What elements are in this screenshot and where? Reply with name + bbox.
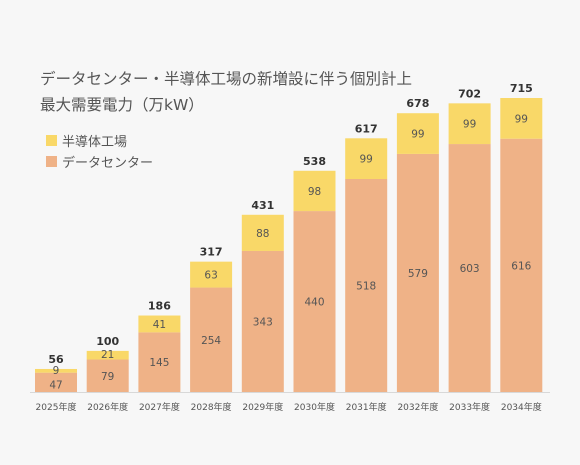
bar-datacenter-4 xyxy=(241,250,284,392)
legend-label-datacenter: データセンター xyxy=(62,156,154,171)
legend-item-datacenter: データセンター xyxy=(46,152,153,171)
bar-semiconductor-4 xyxy=(241,214,284,251)
label-total-5: 538 xyxy=(303,155,326,168)
bar-datacenter-5 xyxy=(293,211,336,392)
chart-title-line2: 最大需要電力（万kW） xyxy=(40,96,204,114)
label-total-2: 186 xyxy=(148,300,171,313)
bar-datacenter-2 xyxy=(138,332,181,392)
legend-label-semiconductor: 半導体工場 xyxy=(62,135,128,150)
x-tick-label-0: 2025年度 xyxy=(36,401,77,413)
bar-datacenter-6 xyxy=(345,179,388,392)
label-total-4: 431 xyxy=(251,199,274,212)
bar-datacenter-0 xyxy=(35,372,77,392)
legend-item-semiconductor: 半導体工場 xyxy=(46,131,127,150)
label-datacenter-1: 79 xyxy=(101,371,114,383)
label-datacenter-4: 343 xyxy=(253,316,273,328)
bar-semiconductor-8 xyxy=(448,103,491,145)
chart-title-line1: データセンター・半導体工場の新増設に伴う個別計上 xyxy=(40,70,413,88)
label-semiconductor-4: 88 xyxy=(256,228,269,240)
x-tick-label-1: 2026年度 xyxy=(87,401,128,413)
label-datacenter-7: 579 xyxy=(408,268,428,280)
x-tick-label-8: 2033年度 xyxy=(449,401,490,413)
label-semiconductor-8: 99 xyxy=(463,119,476,131)
bar-semiconductor-7 xyxy=(396,113,439,154)
bar-semiconductor-3 xyxy=(190,261,233,288)
x-tick-label-6: 2031年度 xyxy=(346,401,387,413)
label-datacenter-3: 254 xyxy=(201,335,221,347)
bar-datacenter-3 xyxy=(190,287,233,392)
bar-datacenter-9 xyxy=(500,138,543,392)
bar-semiconductor-5 xyxy=(293,170,336,212)
label-semiconductor-6: 99 xyxy=(360,154,373,166)
label-total-8: 702 xyxy=(458,87,481,100)
label-semiconductor-9: 99 xyxy=(515,113,528,125)
x-tick-label-3: 2028年度 xyxy=(191,401,232,413)
label-semiconductor-3: 63 xyxy=(204,270,217,282)
bar-datacenter-7 xyxy=(396,153,439,392)
label-datacenter-2: 145 xyxy=(149,357,169,369)
x-tick-label-2: 2027年度 xyxy=(139,401,180,413)
label-datacenter-9: 616 xyxy=(511,260,531,272)
bar-semiconductor-2 xyxy=(138,315,181,333)
bar-semiconductor-0 xyxy=(35,368,77,373)
bar-datacenter-8 xyxy=(448,144,491,392)
x-tick-label-7: 2032年度 xyxy=(397,401,438,413)
x-tick-label-5: 2030年度 xyxy=(294,401,335,413)
label-total-0: 56 xyxy=(48,353,64,366)
bar-semiconductor-9 xyxy=(500,98,543,139)
label-total-1: 100 xyxy=(96,335,119,348)
x-tick-label-4: 2029年度 xyxy=(242,401,283,413)
label-semiconductor-1: 21 xyxy=(101,349,114,361)
legend-swatch-semiconductor xyxy=(46,135,57,146)
bar-semiconductor-6 xyxy=(345,138,388,180)
label-semiconductor-0: 9 xyxy=(53,365,60,377)
label-total-3: 317 xyxy=(200,246,223,259)
label-total-6: 617 xyxy=(355,122,378,135)
x-tick-label-9: 2034年度 xyxy=(501,401,542,413)
label-datacenter-8: 603 xyxy=(460,263,480,275)
label-semiconductor-5: 98 xyxy=(308,186,321,198)
legend-swatch-datacenter xyxy=(46,156,57,167)
label-datacenter-5: 440 xyxy=(304,297,324,309)
bar-semiconductor-1 xyxy=(86,350,129,360)
label-total-7: 678 xyxy=(406,97,429,110)
label-semiconductor-7: 99 xyxy=(411,129,424,141)
label-total-9: 715 xyxy=(510,82,533,95)
label-datacenter-0: 47 xyxy=(49,379,62,391)
bar-datacenter-1 xyxy=(86,359,129,392)
label-datacenter-6: 518 xyxy=(356,281,376,293)
label-semiconductor-2: 41 xyxy=(153,319,166,331)
